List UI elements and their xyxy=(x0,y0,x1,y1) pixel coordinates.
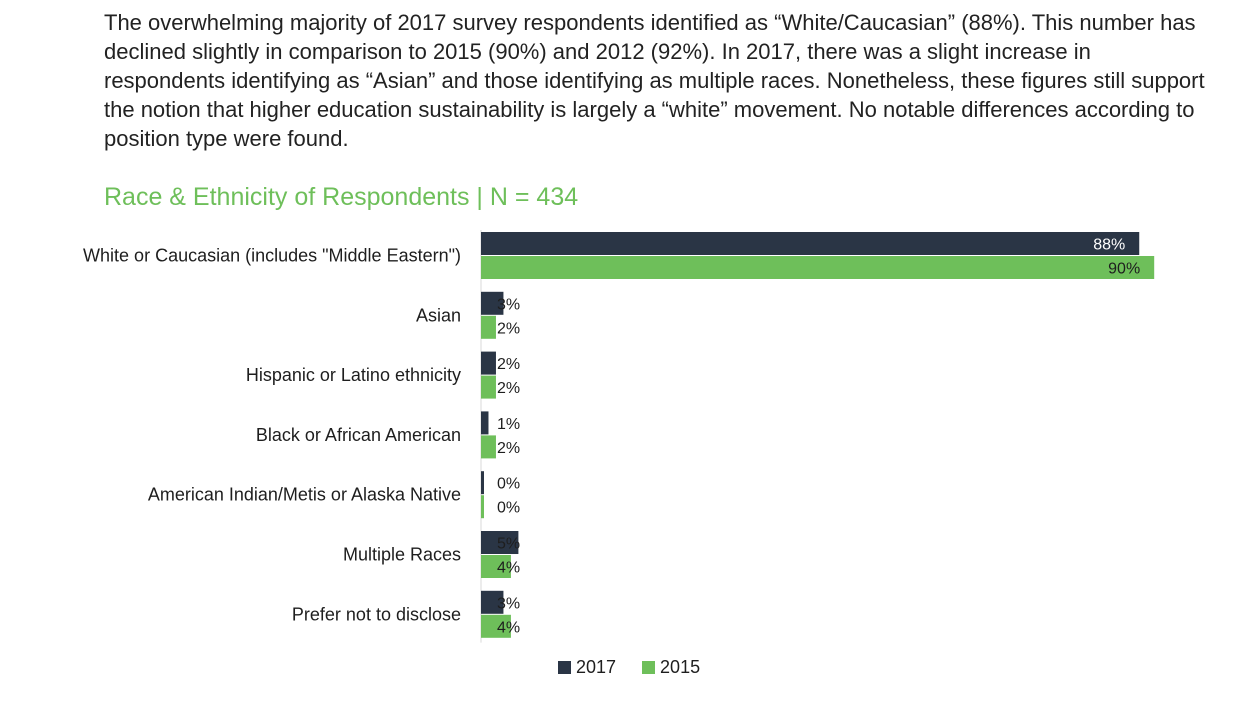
bar-2015-6 xyxy=(481,614,511,638)
bar-2015-3 xyxy=(481,435,496,459)
bar-2015-2 xyxy=(481,375,496,399)
legend-label-2015: 2015 xyxy=(660,657,701,677)
bar-2017-2 xyxy=(481,351,496,375)
chart-legend: 2017 2015 xyxy=(558,657,726,678)
data-label-2015-1: 2% xyxy=(497,320,520,337)
category-label: Prefer not to disclose xyxy=(292,604,461,624)
bar-2017-5 xyxy=(481,531,519,554)
data-label-2017-0: 88% xyxy=(1093,237,1125,254)
legend-item-2017: 2017 xyxy=(558,657,616,678)
bar-2015-1 xyxy=(481,315,496,339)
chart-title: Race & Ethnicity of Respondents | N = 43… xyxy=(104,183,579,211)
bar-2015-0 xyxy=(481,256,1155,279)
data-label-2017-3: 1% xyxy=(497,416,520,433)
category-label: Black or African American xyxy=(256,425,461,445)
bar-2017-0 xyxy=(481,232,1140,255)
bar-2017-6 xyxy=(481,590,504,614)
data-label-2015-5: 4% xyxy=(497,560,520,577)
bar-2015-5 xyxy=(481,555,511,578)
bar-2015-4 xyxy=(481,495,484,519)
legend-item-2015: 2015 xyxy=(642,657,700,678)
data-label-2015-0: 90% xyxy=(1108,261,1140,278)
legend-swatch-2015 xyxy=(642,661,656,674)
data-label-2017-4: 0% xyxy=(497,476,520,493)
bar-2017-4 xyxy=(481,471,484,495)
data-label-2015-3: 2% xyxy=(497,440,520,457)
data-label-2017-1: 3% xyxy=(497,296,520,313)
category-label: Multiple Races xyxy=(343,545,461,565)
legend-swatch-2017 xyxy=(558,661,571,674)
legend-label-2017: 2017 xyxy=(576,657,617,677)
data-label-2017-6: 3% xyxy=(497,595,520,612)
bar-2017-3 xyxy=(481,411,489,435)
data-label-2017-2: 2% xyxy=(497,356,520,373)
data-label-2015-6: 4% xyxy=(497,619,520,636)
data-label-2015-4: 0% xyxy=(497,500,520,517)
category-label: Asian xyxy=(416,305,461,325)
category-label: American Indian/Metis or Alaska Native xyxy=(148,485,461,505)
category-label: White or Caucasian (includes "Middle Eas… xyxy=(83,246,461,266)
data-label-2015-2: 2% xyxy=(497,380,520,397)
bar-2017-1 xyxy=(481,291,504,315)
data-label-2017-5: 5% xyxy=(497,536,520,553)
category-label: Hispanic or Latino ethnicity xyxy=(246,365,461,385)
intro-paragraph: The overwhelming majority of 2017 survey… xyxy=(104,10,1205,151)
